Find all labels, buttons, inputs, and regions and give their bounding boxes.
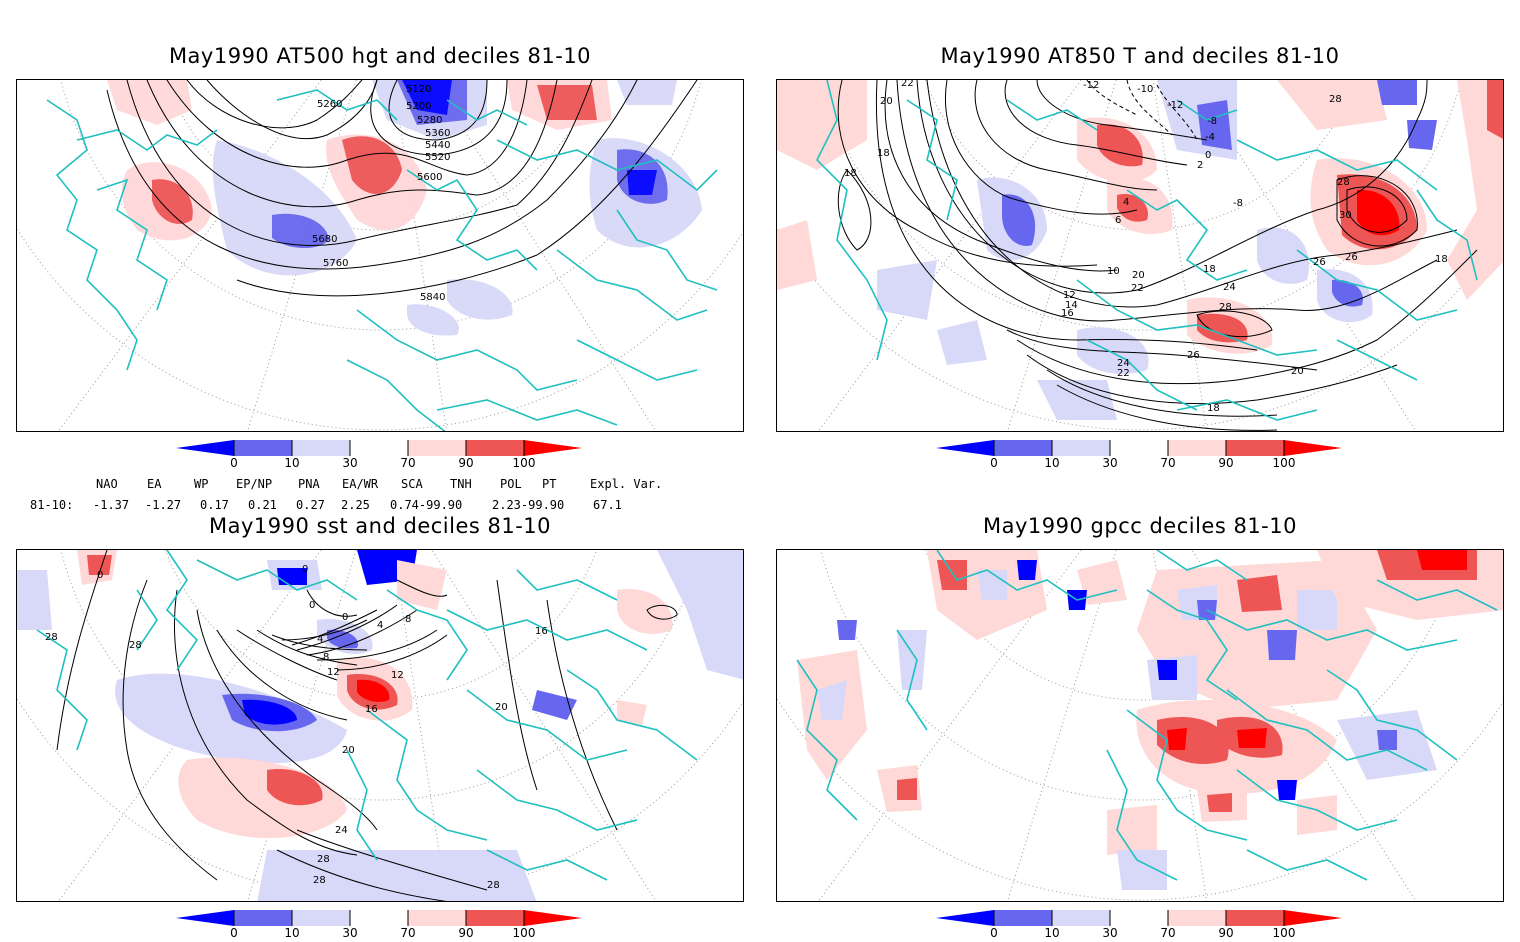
- svg-text:18: 18: [1435, 254, 1448, 265]
- svg-text:-8: -8: [1207, 116, 1217, 127]
- svg-text:28: 28: [129, 640, 142, 651]
- svg-text:12: 12: [1063, 290, 1076, 301]
- index-header-ea: EA: [147, 477, 162, 491]
- index-header-wp: WP: [194, 477, 209, 491]
- index-header-tnh: TNH: [450, 477, 472, 491]
- index-header-pol: POL: [500, 477, 522, 491]
- svg-text:5360: 5360: [425, 128, 450, 139]
- svg-text:16: 16: [535, 626, 548, 637]
- panel-title-hgt500: May1990 AT500 hgt and deciles 81-10: [168, 44, 592, 68]
- svg-text:5120: 5120: [406, 84, 431, 95]
- svg-text:4: 4: [317, 634, 323, 645]
- svg-text:12: 12: [391, 670, 404, 681]
- svg-text:18: 18: [877, 148, 890, 159]
- svg-text:28: 28: [45, 632, 58, 643]
- svg-text:22: 22: [1117, 368, 1130, 379]
- svg-text:0: 0: [97, 570, 103, 581]
- svg-text:16: 16: [1061, 308, 1074, 319]
- svg-text:4: 4: [377, 620, 383, 631]
- svg-text:30: 30: [1339, 210, 1352, 221]
- svg-text:-12: -12: [1083, 80, 1099, 91]
- svg-text:28: 28: [1329, 94, 1342, 105]
- svg-text:18: 18: [1203, 264, 1216, 275]
- svg-text:8: 8: [405, 614, 411, 625]
- svg-text:20: 20: [342, 745, 355, 756]
- svg-text:18: 18: [844, 168, 857, 179]
- svg-text:0: 0: [309, 600, 315, 611]
- svg-text:-4: -4: [1205, 132, 1215, 143]
- index-value-eawr: 2.25: [341, 498, 370, 512]
- svg-text:22: 22: [1131, 283, 1144, 294]
- svg-text:26: 26: [1345, 252, 1358, 263]
- index-value-expl-var: 67.1: [593, 498, 622, 512]
- svg-text:10: 10: [1107, 266, 1120, 277]
- colorbar-sst: 0 10 30 70 90 100: [176, 910, 596, 942]
- index-header-pna: PNA: [298, 477, 320, 491]
- index-header-sca: SCA: [401, 477, 423, 491]
- index-value-wp: 0.17: [200, 498, 229, 512]
- panel-title-t850: May1990 AT850 T and deciles 81-10: [940, 44, 1340, 68]
- index-value-pol-pt: 2.23-99.90: [492, 498, 565, 512]
- svg-text:20: 20: [880, 96, 893, 107]
- svg-text:-10: -10: [1137, 84, 1153, 95]
- svg-text:12: 12: [327, 667, 340, 678]
- svg-text:5520: 5520: [425, 152, 450, 163]
- svg-text:0: 0: [302, 564, 308, 575]
- svg-text:0: 0: [1205, 150, 1211, 161]
- svg-text:22: 22: [901, 80, 914, 89]
- svg-text:5840: 5840: [420, 292, 445, 303]
- svg-text:2: 2: [1197, 160, 1203, 171]
- svg-text:20: 20: [1132, 270, 1145, 281]
- index-header-pt: PT: [542, 477, 557, 491]
- svg-text:5600: 5600: [417, 172, 442, 183]
- svg-text:-8: -8: [1233, 198, 1243, 209]
- svg-text:28: 28: [1337, 177, 1350, 188]
- index-value-sca-tnh: 0.74-99.90: [390, 498, 463, 512]
- svg-text:4: 4: [1123, 197, 1129, 208]
- svg-text:20: 20: [1291, 366, 1304, 377]
- svg-text:24: 24: [1117, 358, 1130, 369]
- svg-text:18: 18: [1207, 403, 1220, 414]
- colorbar-hgt500: 0 10 30 70 90 100: [176, 440, 596, 472]
- svg-text:-12: -12: [1167, 100, 1183, 111]
- colorbar-gpcc: 0 10 30 70 90 100: [936, 910, 1356, 942]
- map-panel-sst: 0 28 28 0 0 0 4 8 12 12 8 4 16 20 24 28 …: [16, 549, 744, 902]
- panel-title-gpcc: May1990 gpcc deciles 81-10: [983, 514, 1297, 538]
- svg-text:5440: 5440: [425, 140, 450, 151]
- index-value-epnp: 0.21: [248, 498, 277, 512]
- index-header-expl-var: Expl. Var.: [590, 477, 663, 491]
- map-panel-t850: 22 20 18 18 -12 -10 -12 -8 -4 0 2 4 6 -8…: [776, 79, 1504, 432]
- index-header-epnp: EP/NP: [236, 477, 273, 491]
- map-panel-gpcc: [776, 549, 1504, 902]
- index-value-ea: -1.27: [145, 498, 182, 512]
- colorbar-t850: 0 10 30 70 90 100: [936, 440, 1356, 472]
- svg-text:28: 28: [313, 875, 326, 886]
- svg-text:28: 28: [1219, 302, 1232, 313]
- svg-text:28: 28: [487, 880, 500, 891]
- svg-text:24: 24: [335, 825, 348, 836]
- map-panel-hgt500: 5120 5200 5260 5280 5360 5440 5520 5600 …: [16, 79, 744, 432]
- index-value-pna: 0.27: [296, 498, 325, 512]
- svg-text:24: 24: [1223, 282, 1236, 293]
- svg-text:16: 16: [365, 704, 378, 715]
- svg-text:5200: 5200: [406, 101, 431, 112]
- svg-text:5260: 5260: [317, 99, 342, 110]
- svg-text:20: 20: [495, 702, 508, 713]
- svg-text:5680: 5680: [312, 234, 337, 245]
- index-header-eawr: EA/WR: [342, 477, 379, 491]
- panel-title-sst: May1990 sst and deciles 81-10: [208, 514, 552, 538]
- svg-text:6: 6: [1115, 215, 1121, 226]
- index-value-nao: -1.37: [93, 498, 130, 512]
- svg-text:14: 14: [1065, 300, 1078, 311]
- svg-text:8: 8: [323, 652, 329, 663]
- svg-text:5280: 5280: [417, 115, 442, 126]
- svg-text:28: 28: [317, 854, 330, 865]
- index-row-label: 81-10:: [30, 498, 74, 512]
- svg-text:26: 26: [1187, 350, 1200, 361]
- index-header-nao: NAO: [96, 477, 118, 491]
- svg-text:26: 26: [1313, 257, 1326, 268]
- svg-text:5760: 5760: [323, 258, 348, 269]
- svg-text:0: 0: [342, 612, 348, 623]
